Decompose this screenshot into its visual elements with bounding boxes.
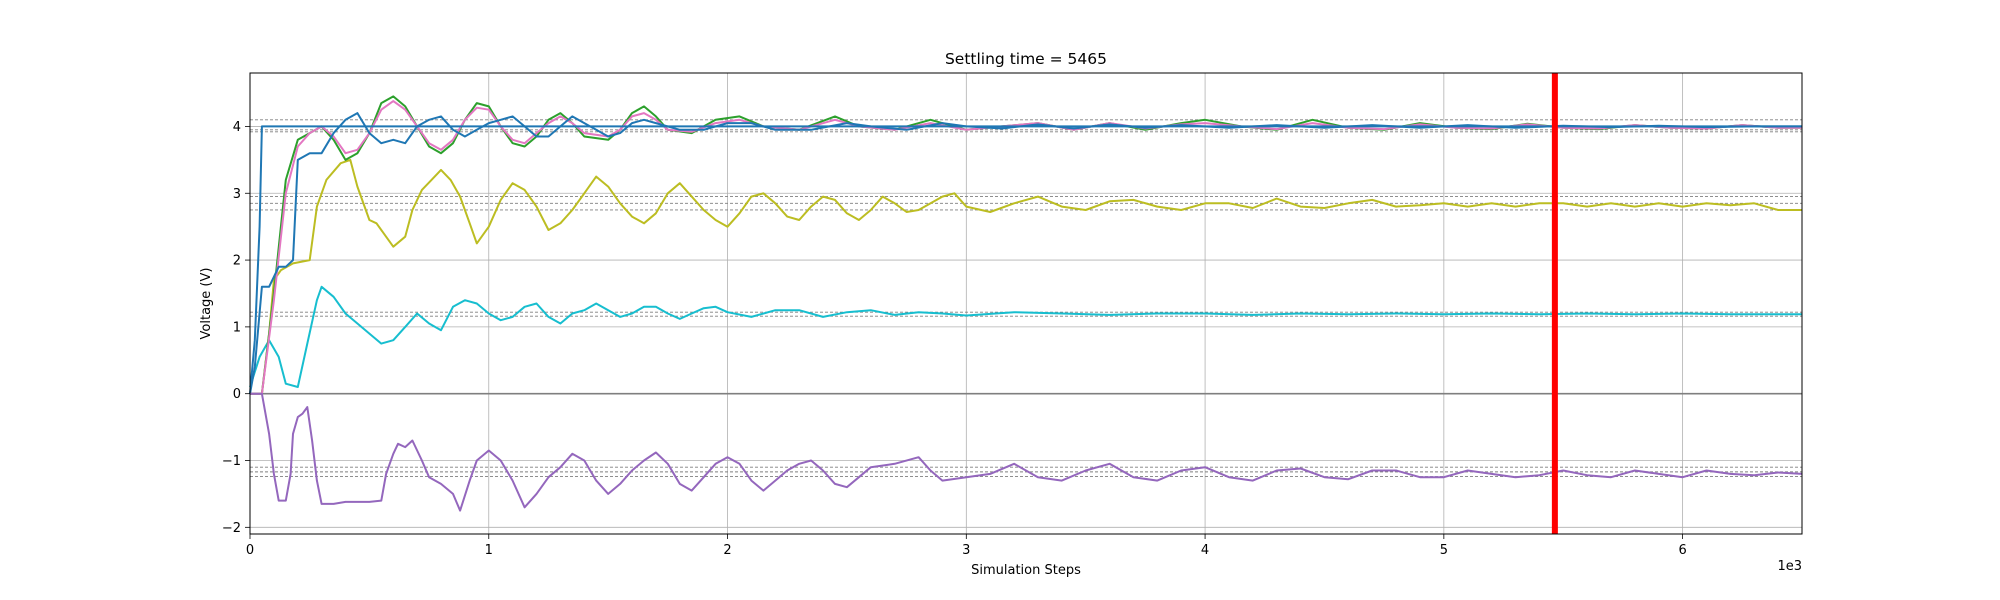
series-line — [250, 158, 1802, 395]
series-layer — [249, 95, 1803, 512]
x-axis-scale-label: 1e3 — [1777, 559, 1802, 574]
x-tick-label: 0 — [246, 543, 254, 558]
series-line — [250, 100, 1802, 395]
x-tick-label: 1 — [485, 543, 493, 558]
x-tick-label: 4 — [1201, 543, 1209, 558]
y-tick-label: 3 — [233, 187, 241, 202]
y-tick-label: 0 — [233, 387, 241, 402]
reference-lines — [250, 119, 1802, 477]
grid-layer — [249, 73, 1802, 534]
series-line — [249, 112, 1802, 394]
y-tick-label: 2 — [233, 254, 241, 269]
y-tick-label: 4 — [233, 120, 241, 135]
x-axis-label: Simulation Steps — [971, 563, 1081, 578]
chart-title: Settling time = 5465 — [945, 50, 1107, 68]
x-tick-label: 6 — [1678, 543, 1686, 558]
tick-layer: 0 1 2 3 4 5 6 −2 −1 0 1 2 3 4 — [222, 120, 1687, 558]
x-tick-label: 2 — [723, 543, 731, 558]
x-tick-label: 3 — [962, 543, 970, 558]
y-axis-label: Voltage (V) — [199, 268, 214, 340]
x-tick-label: 5 — [1440, 543, 1448, 558]
y-tick-label: −2 — [222, 521, 241, 536]
series-line — [250, 392, 1803, 512]
series-line — [250, 95, 1802, 395]
series-line — [249, 285, 1802, 388]
plot-frame — [249, 72, 1803, 535]
series-line — [249, 125, 1802, 394]
y-tick-label: 1 — [233, 320, 241, 335]
y-tick-label: −1 — [222, 454, 241, 469]
